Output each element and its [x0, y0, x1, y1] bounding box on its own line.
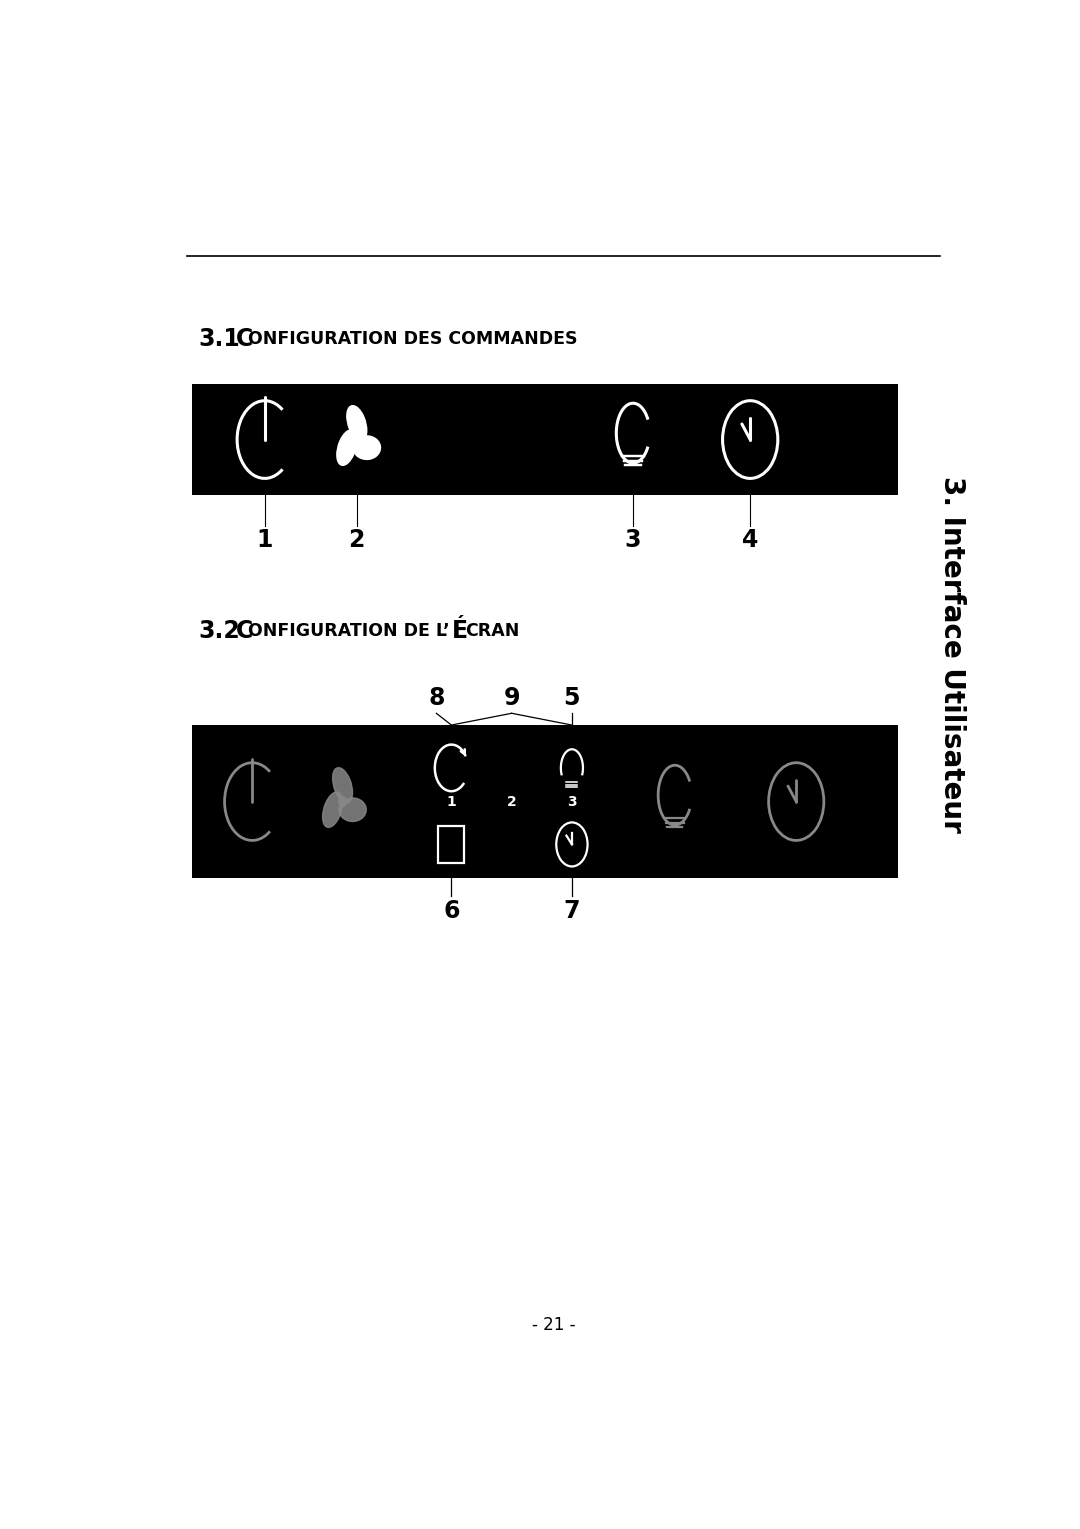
Circle shape: [339, 797, 347, 807]
Text: 7: 7: [564, 899, 580, 924]
Bar: [438, 826, 464, 862]
Ellipse shape: [353, 436, 380, 459]
Text: 3.2: 3.2: [199, 619, 241, 642]
Text: 1: 1: [257, 528, 273, 552]
Text: CRAN: CRAN: [464, 622, 519, 639]
Bar: [192, 725, 899, 878]
Text: C: C: [235, 327, 253, 350]
Ellipse shape: [339, 798, 366, 821]
Text: ONFIGURATION DE L’: ONFIGURATION DE L’: [248, 622, 449, 639]
Circle shape: [353, 434, 361, 445]
Text: 3. Interface Utilisateur: 3. Interface Utilisateur: [937, 476, 966, 833]
Text: 6: 6: [443, 899, 460, 924]
Text: 2: 2: [507, 795, 516, 809]
Text: ONFIGURATION DES COMMANDES: ONFIGURATION DES COMMANDES: [248, 330, 578, 349]
Text: É: É: [451, 619, 468, 642]
Text: 8: 8: [428, 687, 445, 709]
Text: 3: 3: [567, 795, 577, 809]
Text: - 21 -: - 21 -: [531, 1316, 576, 1335]
Bar: [192, 384, 899, 495]
Ellipse shape: [337, 430, 356, 465]
Text: C: C: [235, 619, 253, 642]
Ellipse shape: [333, 768, 352, 803]
Text: 9: 9: [503, 687, 519, 709]
Ellipse shape: [347, 405, 367, 440]
Text: 3: 3: [624, 528, 642, 552]
Text: 4: 4: [742, 528, 758, 552]
Text: 3.1: 3.1: [199, 327, 241, 350]
Text: 2: 2: [349, 528, 365, 552]
Ellipse shape: [323, 792, 342, 827]
Text: 5: 5: [564, 687, 580, 709]
Text: 1: 1: [446, 795, 456, 809]
